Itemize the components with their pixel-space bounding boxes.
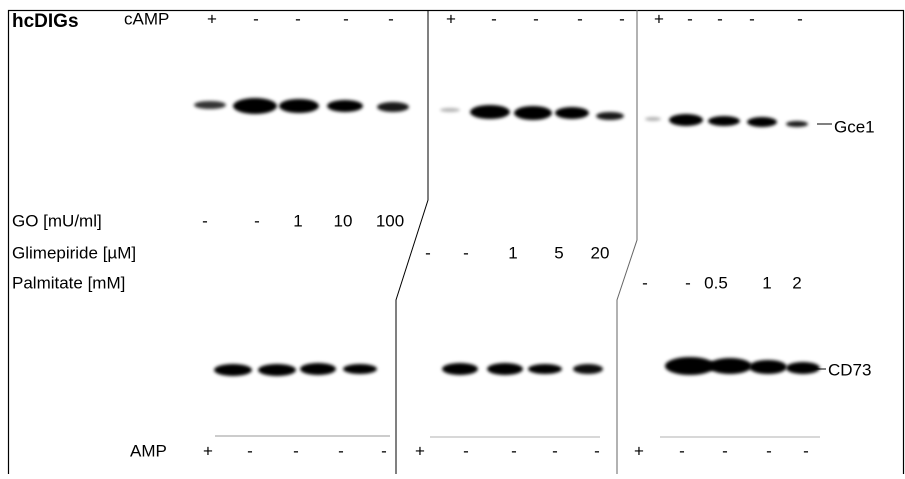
treatment-value: 10 [334, 211, 353, 230]
figure-title: hcDIGs [12, 11, 79, 32]
blot-band [487, 363, 523, 375]
lane-sign: + [446, 9, 456, 28]
blot-band [669, 114, 703, 126]
row-label: GO [mU/ml] [12, 211, 102, 230]
lane-sign: - [722, 441, 728, 460]
treatment-value: - [463, 243, 469, 262]
lane-sign: - [463, 441, 469, 460]
lane-sign: - [687, 9, 693, 28]
blot-band [300, 363, 336, 375]
blot-band [214, 364, 252, 376]
blot-band [514, 106, 552, 120]
panel-divider [616, 10, 638, 474]
blot-band [555, 107, 589, 119]
frame [7, 9, 905, 479]
treatment-value: - [685, 273, 691, 292]
lane-sign: - [247, 441, 253, 460]
lane-sign: - [803, 441, 809, 460]
blot-band [528, 364, 562, 374]
row-label: AMP [130, 441, 167, 460]
treatment-value: 2 [792, 273, 801, 292]
row-label: Glimepiride [µM] [12, 243, 136, 262]
blot-band [786, 121, 808, 127]
lane-sign: - [491, 9, 497, 28]
lane-sign: - [343, 9, 349, 28]
lane-sign: - [293, 441, 299, 460]
lane-sign: - [533, 9, 539, 28]
lane-sign: - [295, 9, 301, 28]
blot-band [573, 364, 603, 374]
lane-sign: + [207, 9, 217, 28]
lane-sign: - [388, 9, 394, 28]
treatment-value: 1 [293, 211, 302, 230]
blot-band [665, 357, 715, 375]
treatment-value: - [642, 273, 648, 292]
row-label: cAMP [124, 9, 169, 28]
treatment-value: 0.5 [704, 273, 728, 292]
lane-sign: - [511, 441, 517, 460]
treatment-value: - [254, 211, 260, 230]
lane-sign: - [749, 9, 755, 28]
lane-sign: + [654, 9, 664, 28]
lane-sign: - [766, 441, 772, 460]
treatment-value: - [425, 243, 431, 262]
blot-band [377, 102, 409, 112]
blot-band [747, 117, 777, 127]
treatment-value: 100 [376, 211, 404, 230]
panel-divider [395, 10, 429, 474]
blot-band [327, 100, 363, 112]
lane-sign: - [253, 9, 259, 28]
lane-sign: - [552, 441, 558, 460]
band-label: CD73 [828, 360, 871, 379]
blot-band [645, 117, 661, 121]
blot-band [279, 99, 319, 113]
blot-band [596, 112, 624, 120]
blot-band [442, 363, 478, 375]
lane-sign: - [381, 441, 387, 460]
blot-band [749, 360, 787, 374]
row-label: Palmitate [mM] [12, 273, 125, 292]
treatment-value: 1 [508, 243, 517, 262]
lane-sign: + [634, 441, 644, 460]
blot-band [233, 98, 277, 114]
blot-band [708, 116, 740, 126]
lane-sign: - [797, 9, 803, 28]
treatment-value: 1 [762, 273, 771, 292]
treatment-value: 20 [591, 243, 610, 262]
blot-band [708, 358, 752, 374]
blot-band [786, 362, 820, 374]
treatment-value: - [202, 211, 208, 230]
lane-sign: - [577, 9, 583, 28]
blot-band [470, 105, 510, 119]
lane-sign: - [338, 441, 344, 460]
treatment-value: 5 [554, 243, 563, 262]
blot-band [194, 101, 226, 109]
band-label: Gce1 [834, 117, 875, 136]
lane-sign: - [679, 441, 685, 460]
lane-sign: - [594, 441, 600, 460]
lane-sign: - [717, 9, 723, 28]
blot-band [343, 364, 377, 374]
blot-band [258, 364, 296, 376]
blot-band [440, 108, 460, 112]
lane-sign: - [619, 9, 625, 28]
lane-sign: + [203, 441, 213, 460]
lane-sign: + [415, 441, 425, 460]
